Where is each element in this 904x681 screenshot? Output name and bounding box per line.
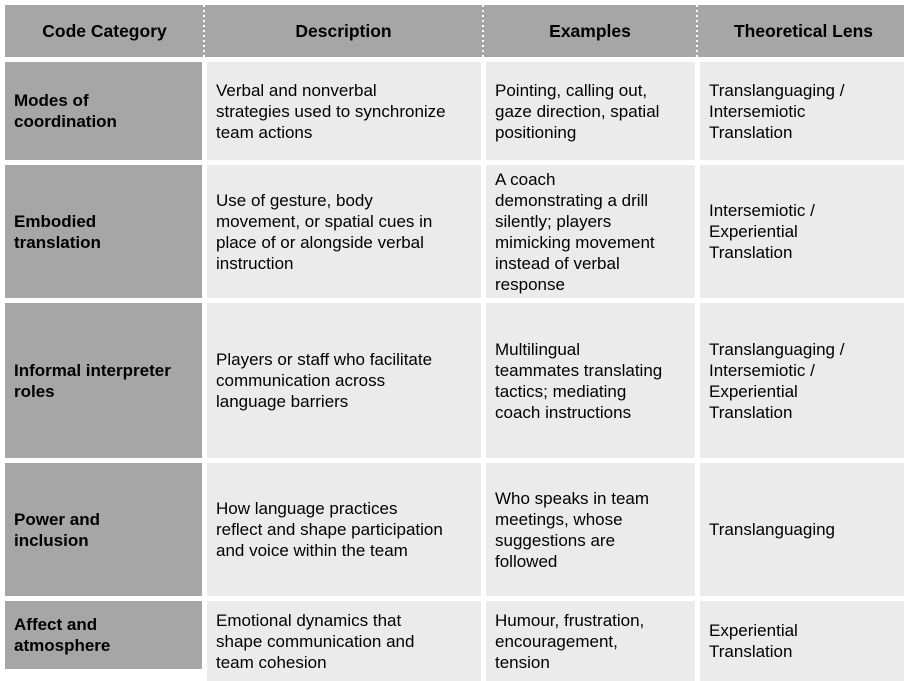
examples-cell: Multilingual teammates translating tacti… <box>486 303 695 458</box>
description-cell: Use of gesture, body movement, or spatia… <box>207 165 481 298</box>
description-cell: Verbal and nonverbal strategies used to … <box>207 62 481 160</box>
examples-cell: Humour, frustration, encouragement, tens… <box>486 601 695 681</box>
column-header-code-category: Code Category <box>42 20 167 41</box>
lens-cell: Translanguaging / Intersemiotic Translat… <box>700 62 904 160</box>
category-cell: Modes of coordination <box>5 62 202 160</box>
description-cell: Emotional dynamics that shape communicat… <box>207 601 481 681</box>
lens-cell: Translanguaging <box>700 463 904 596</box>
examples-cell: Who speaks in team meetings, whose sugge… <box>486 463 695 596</box>
description-cell: How language practices reflect and shape… <box>207 463 481 596</box>
category-cell: Informal interpreter roles <box>5 303 202 458</box>
category-cell: Power and inclusion <box>5 463 202 596</box>
column-header-examples: Examples <box>482 5 697 57</box>
column-header-theoretical-lens: Theoretical Lens <box>696 5 904 57</box>
lens-cell: Experiential Translation <box>700 601 904 681</box>
examples-cell: A coach demonstrating a drill silently; … <box>486 165 695 298</box>
description-cell: Players or staff who facilitate communic… <box>207 303 481 458</box>
lens-cell: Intersemiotic / Experiential Translation <box>700 165 904 298</box>
coding-table: Code Category Description Examples Theor… <box>5 5 904 681</box>
category-cell: Affect and atmosphere <box>5 601 202 669</box>
lens-cell: Translanguaging / Intersemiotic / Experi… <box>700 303 904 458</box>
table-header-row: Code Category Description Examples Theor… <box>5 5 904 57</box>
category-cell: Embodied translation <box>5 165 202 298</box>
column-header-description: Description <box>203 5 483 57</box>
examples-cell: Pointing, calling out, gaze direction, s… <box>486 62 695 160</box>
